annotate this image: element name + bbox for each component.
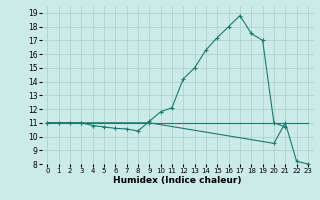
X-axis label: Humidex (Indice chaleur): Humidex (Indice chaleur) [113,176,242,185]
